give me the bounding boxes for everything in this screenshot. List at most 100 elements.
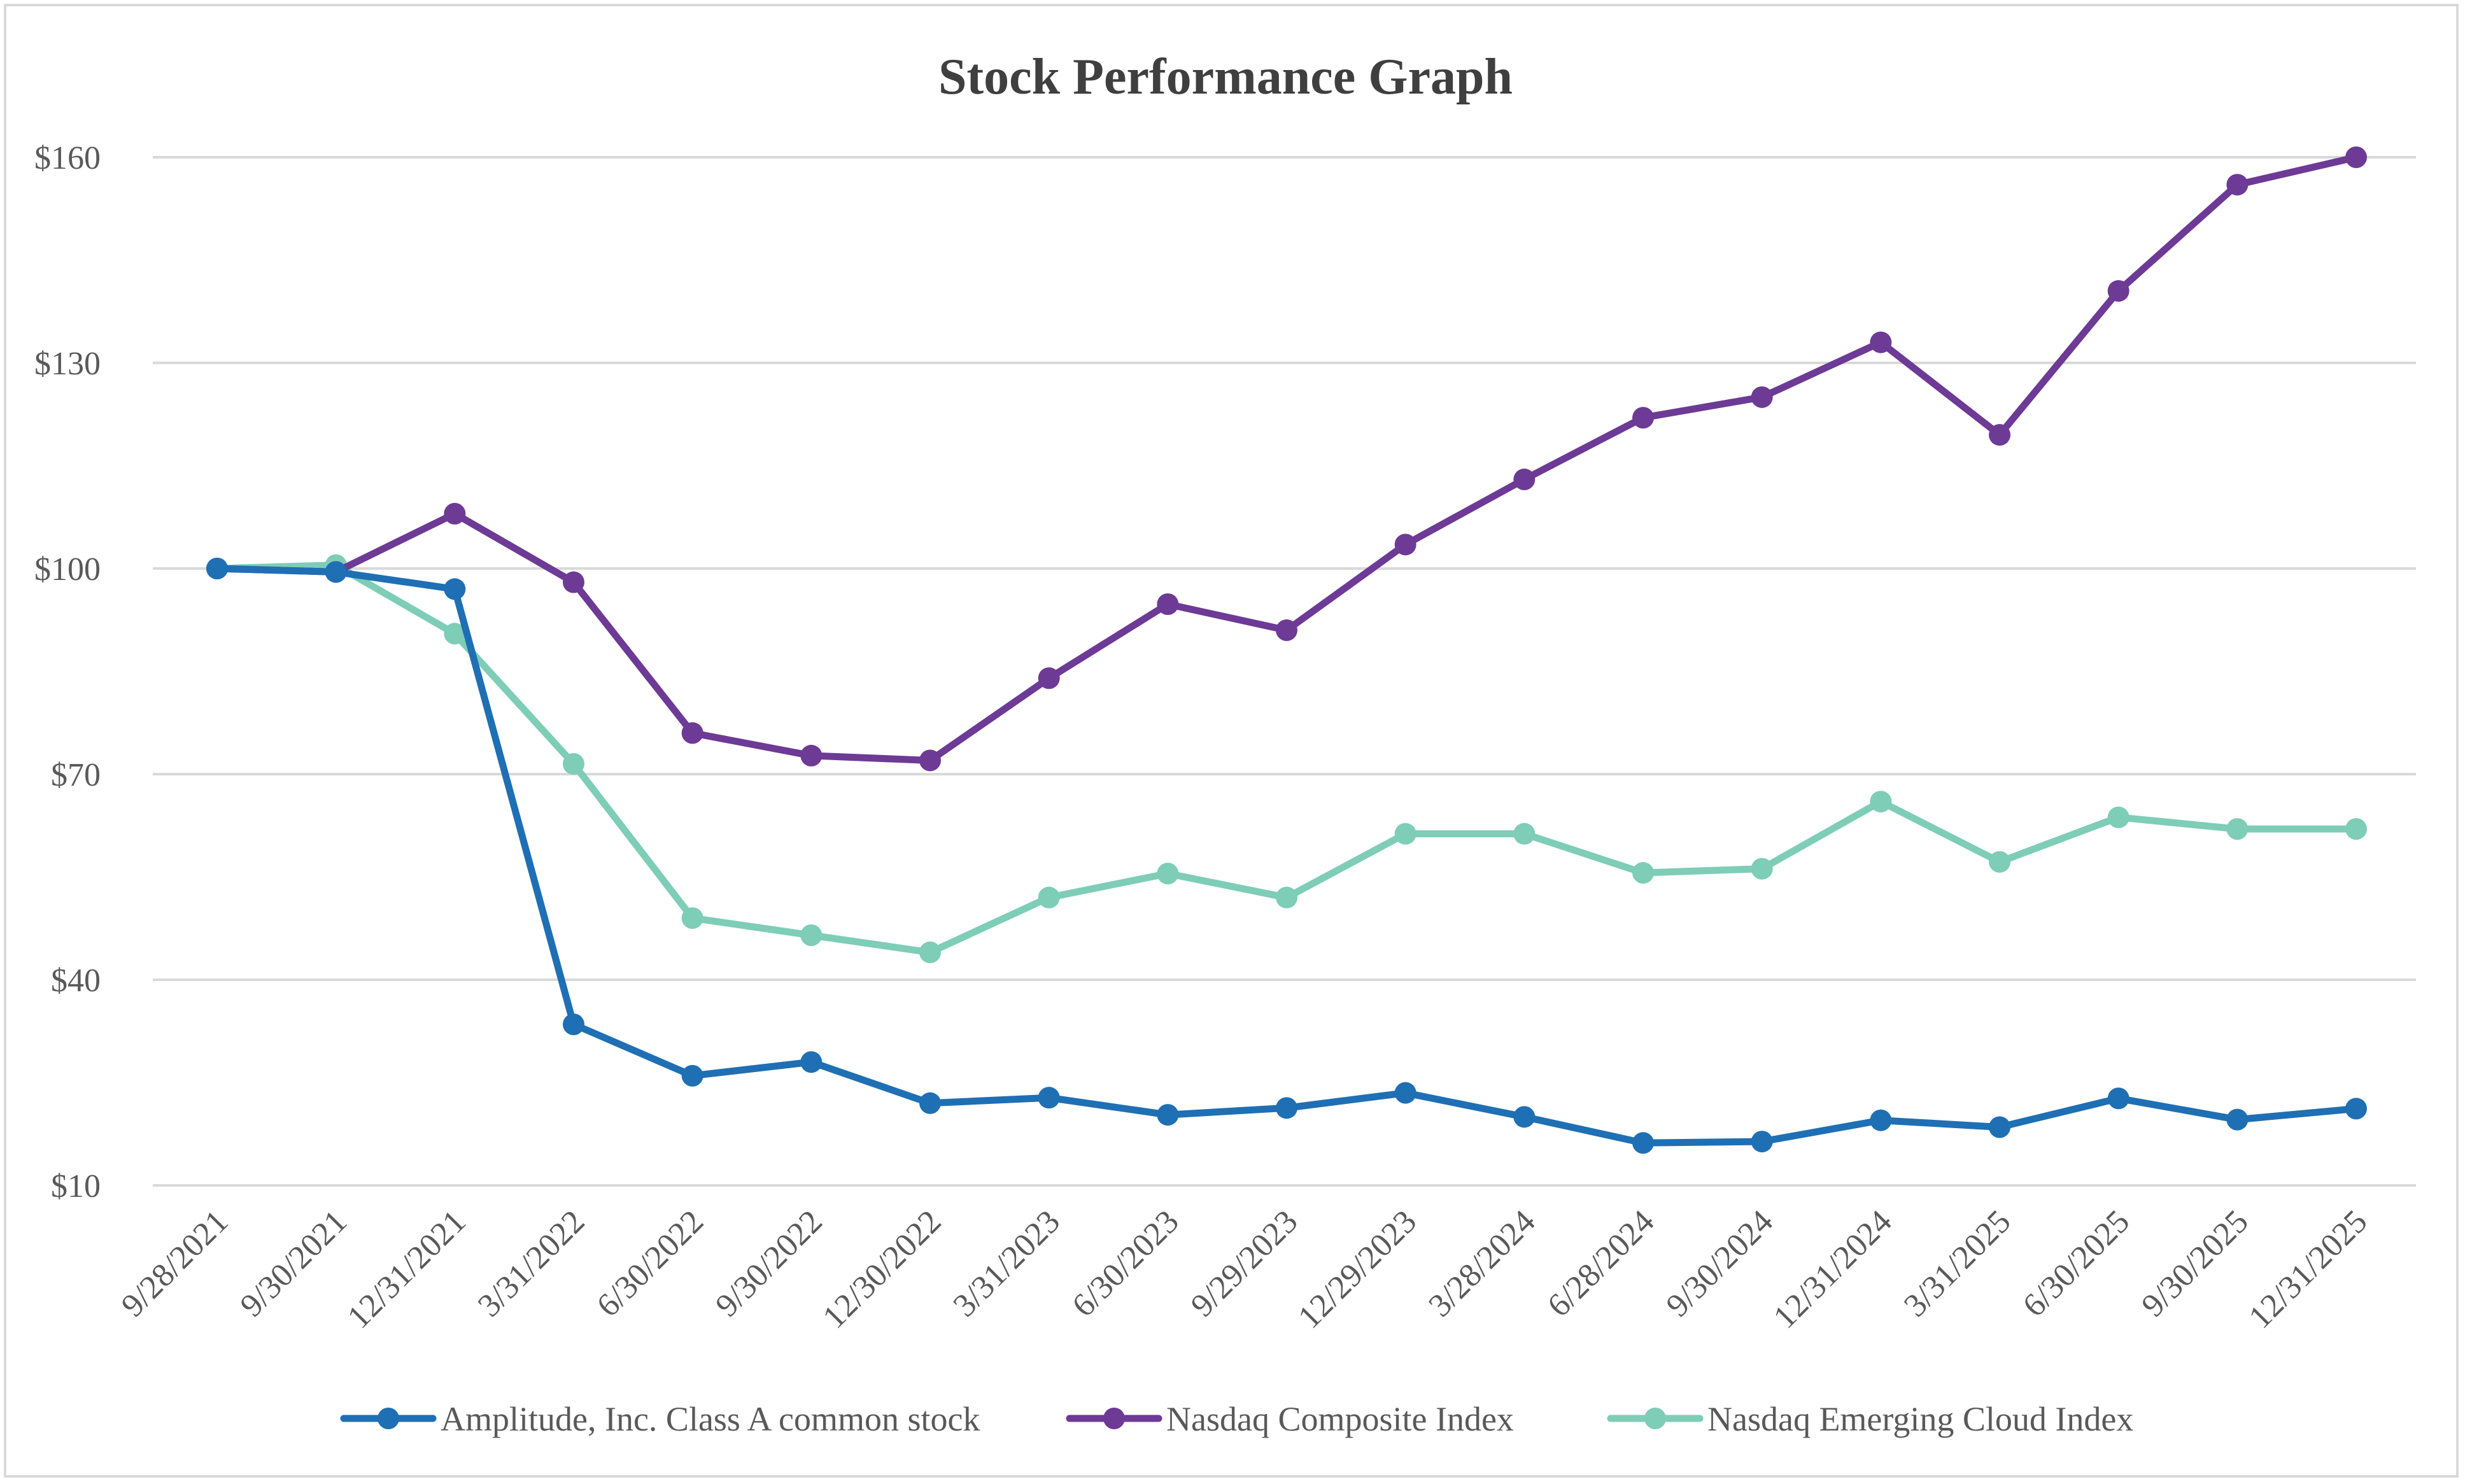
y-tick-label: $70 [51,757,101,793]
data-point [1038,667,1060,689]
data-point [919,1092,941,1114]
series-line [213,565,2360,1147]
data-point [1870,1109,1892,1131]
data-point [2345,146,2367,168]
line-chart: Stock Performance Graph $10 $40 $70 $100 $13… [34,49,2416,1438]
y-tick-label: $100 [34,551,101,588]
x-tick-label: 9/30/2021 [234,1203,354,1324]
data-point [2107,1087,2130,1110]
data-point [800,924,823,947]
y-tick-label: $160 [34,140,101,176]
data-point [2345,1098,2367,1120]
series-line [213,153,2360,764]
data-point [1513,469,1536,491]
legend-item-1: Nasdaq Composite Index [1066,1400,1514,1438]
series-0 [206,558,2367,1154]
legend-swatch-marker [1103,1408,1125,1429]
data-point [563,1013,584,1035]
data-point [2345,818,2367,840]
y-tick-label: $10 [51,1168,101,1205]
data-point [2226,818,2249,840]
data-point [1157,593,1179,615]
data-point [444,623,466,645]
y-tick-label: $130 [34,346,101,382]
data-point [1632,862,1654,884]
x-axis-ticks: 9/28/20219/30/202112/31/20213/31/20226/3… [115,1203,2374,1336]
data-point [563,571,584,593]
data-point [1157,863,1179,885]
data-point [1513,823,1536,845]
series-2 [206,554,2367,963]
data-point [1038,1087,1060,1109]
data-point [1394,1082,1416,1104]
data-point [681,907,703,929]
chart-frame: Stock Performance Graph $10 $40 $70 $100 $13… [4,4,2459,1478]
data-point [1157,1104,1179,1126]
x-tick-label: 9/30/2024 [1660,1203,1780,1324]
legend-label: Nasdaq Emerging Cloud Index [1707,1400,2133,1438]
data-point [1989,1116,2010,1138]
data-point [1513,1106,1536,1128]
data-point [1989,851,2010,873]
x-tick-label: 6/30/2022 [590,1203,710,1324]
x-tick-label: 12/31/2021 [341,1203,473,1336]
data-point [800,744,823,767]
data-point [1632,1132,1654,1154]
y-tick-label: $40 [51,963,101,999]
series-1 [206,146,2367,772]
data-point [919,941,941,963]
legend-label: Amplitude, Inc. Class A common stock [441,1400,980,1438]
data-point [1989,424,2010,446]
legend-item-0: Amplitude, Inc. Class A common stock [340,1400,980,1438]
legend-swatch-marker [1644,1408,1666,1429]
x-tick-label: 3/31/2025 [1897,1203,2017,1324]
data-point [1870,791,1892,813]
x-tick-label: 9/29/2023 [1184,1203,1304,1324]
data-point [206,558,228,579]
data-point [2107,279,2130,302]
chart-title: Stock Performance Graph [938,49,1513,105]
data-point [681,722,703,744]
data-point [1276,886,1297,908]
x-tick-label: 12/30/2022 [816,1203,949,1336]
x-tick-label: 3/31/2023 [947,1203,1067,1324]
data-point [2226,174,2249,196]
grid-layer [153,156,2416,1187]
data-point [919,749,941,772]
legend: Amplitude, Inc. Class A common stock Nasd… [340,1400,2133,1438]
x-tick-label: 6/28/2024 [1541,1203,1661,1324]
legend-label: Nasdaq Composite Index [1166,1400,1514,1438]
series-layer [206,146,2367,1154]
data-point [444,578,466,600]
data-point [1632,407,1654,429]
y-axis-ticks: $10 $40 $70 $100 $130 $160 [34,140,101,1205]
x-tick-label: 12/31/2024 [1767,1203,1899,1336]
data-point [1751,386,1773,408]
data-point [681,1064,703,1087]
data-point [1038,886,1060,908]
data-point [2226,1108,2249,1131]
legend-item-2: Nasdaq Emerging Cloud Index [1607,1400,2133,1438]
data-point [1394,823,1416,845]
x-tick-label: 9/30/2025 [2135,1203,2255,1324]
legend-swatch-marker [378,1408,399,1429]
data-point [2107,806,2130,828]
data-point [1870,331,1892,353]
data-point [325,561,347,583]
data-point [800,1051,823,1073]
data-point [1751,858,1773,880]
x-tick-label: 9/28/2021 [115,1203,235,1324]
x-tick-label: 6/30/2023 [1065,1203,1185,1324]
x-tick-label: 12/29/2023 [1291,1203,1423,1336]
x-tick-label: 6/30/2025 [2016,1203,2137,1324]
x-tick-label: 12/31/2025 [2242,1203,2375,1336]
x-tick-label: 9/30/2022 [709,1203,829,1324]
data-point [1394,534,1416,556]
data-point [1751,1131,1773,1153]
data-point [563,753,584,775]
data-point [444,502,466,525]
x-tick-label: 3/28/2024 [1422,1203,1542,1324]
data-point [1276,1097,1297,1119]
data-point [1276,619,1297,641]
x-tick-label: 3/31/2022 [471,1203,591,1324]
